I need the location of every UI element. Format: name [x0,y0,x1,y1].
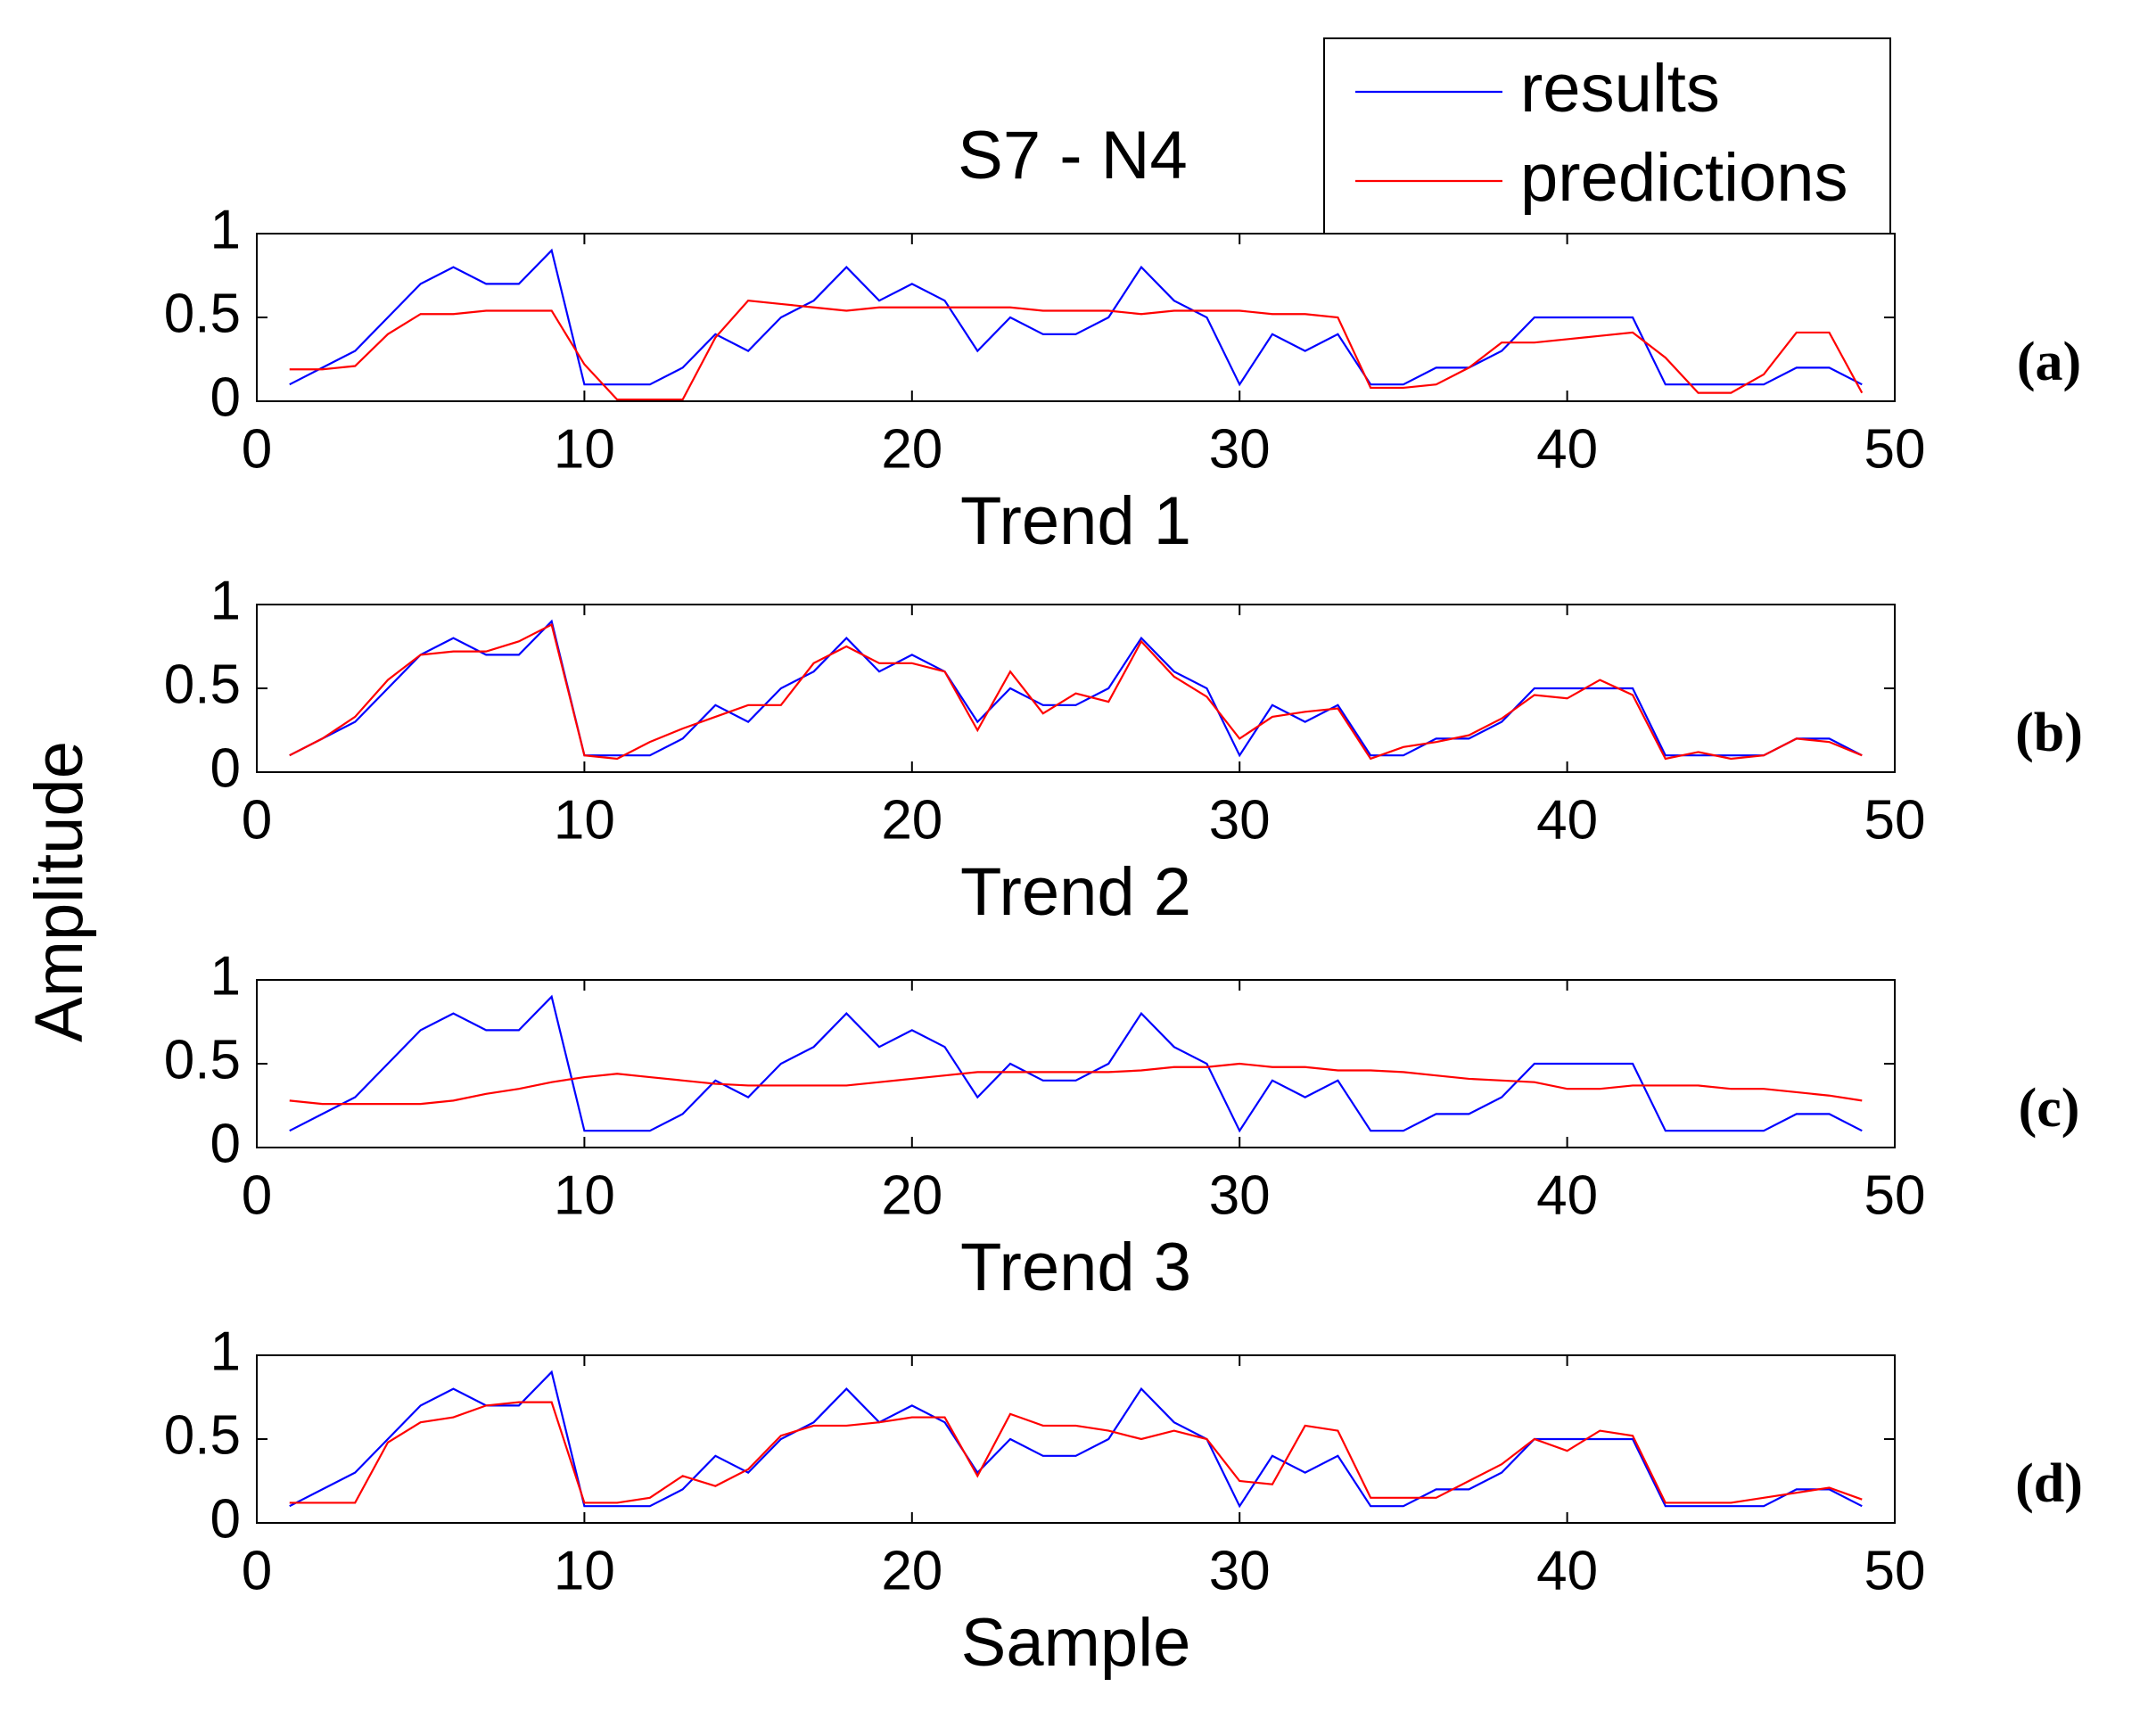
legend-label: predictions [1520,140,1848,216]
x-tick-label: 40 [1536,1164,1598,1226]
y-tick-label: 0.5 [164,1404,241,1466]
legend-box [1323,37,1891,234]
series-line [289,1370,1863,1509]
x-tick-label: 10 [554,418,615,480]
series-line [289,1062,1863,1106]
y-tick-label: 1 [210,945,241,1007]
series-line [289,248,1863,387]
series-line [289,622,1863,761]
plot-area [257,234,1895,401]
x-tick-label: 20 [881,1164,942,1226]
x-tick-label: 0 [242,1540,272,1601]
legend-label: results [1520,51,1720,127]
x-tick-label: 30 [1209,418,1271,480]
x-tick-label: 50 [1864,418,1926,480]
panel-label: (a) [2017,332,2081,392]
x-tick-label: 40 [1536,1540,1598,1601]
x-tick-label: 0 [242,789,272,851]
x-tick-label: 50 [1864,1164,1926,1226]
axes-box [256,1354,1896,1524]
x-axis-label: Trend 1 [960,483,1191,559]
series-line [289,1401,1863,1504]
axes-box [256,604,1896,773]
figure-title: S7 - N4 [958,118,1188,193]
y-tick-label: 0.5 [164,654,241,715]
y-tick-label: 0 [210,1113,241,1174]
y-tick-label: 0 [210,366,241,428]
x-tick-label: 10 [554,789,615,851]
y-tick-label: 1 [210,570,241,631]
x-tick-label: 20 [881,789,942,851]
series-line [289,619,1863,758]
plot-area [257,605,1895,772]
x-axis-label: Trend 3 [960,1230,1191,1305]
x-tick-label: 20 [881,1540,942,1601]
x-tick-label: 0 [242,418,272,480]
y-tick-label: 0 [210,1488,241,1550]
y-tick-label: 1 [210,199,241,260]
y-tick-label: 1 [210,1321,241,1382]
series-line [289,994,1863,1133]
y-axis-label: Amplitude [21,741,97,1042]
axes-box [256,979,1896,1148]
x-tick-label: 30 [1209,789,1271,851]
x-tick-label: 0 [242,1164,272,1226]
axes-box [256,233,1896,402]
y-tick-label: 0.5 [164,283,241,344]
x-tick-label: 30 [1209,1540,1271,1601]
x-tick-label: 20 [881,418,942,480]
x-tick-label: 40 [1536,418,1598,480]
y-tick-label: 0 [210,737,241,799]
x-tick-label: 40 [1536,789,1598,851]
plot-area [257,980,1895,1148]
y-tick-label: 0.5 [164,1029,241,1090]
panel-label: (b) [2015,703,2083,763]
x-tick-label: 10 [554,1164,615,1226]
x-axis-label: Sample [961,1605,1191,1681]
x-tick-label: 50 [1864,1540,1926,1601]
x-tick-label: 30 [1209,1164,1271,1226]
plot-area [257,1355,1895,1523]
x-axis-label: Trend 2 [960,854,1191,930]
x-tick-label: 10 [554,1540,615,1601]
panel-label: (d) [2015,1453,2083,1514]
x-tick-label: 50 [1864,789,1926,851]
panel-label: (c) [2019,1078,2080,1139]
series-line [289,300,1864,401]
